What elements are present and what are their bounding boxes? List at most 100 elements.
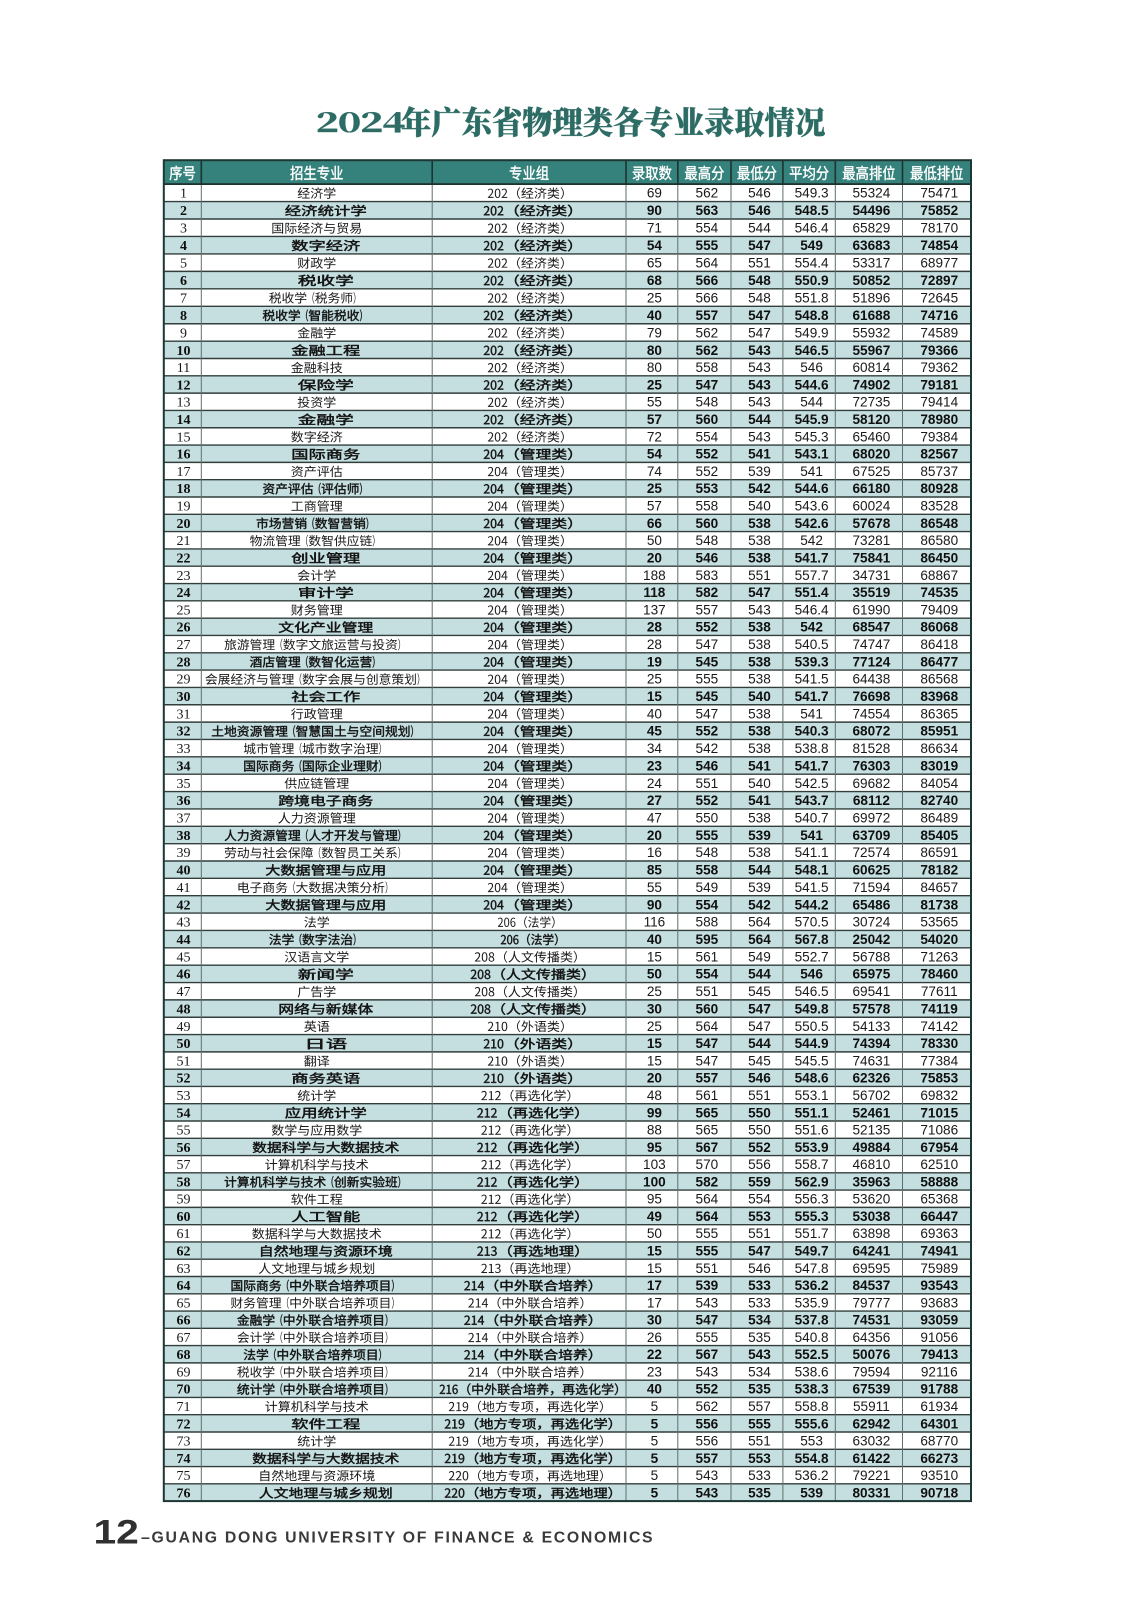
svg-text:53565: 53565: [920, 915, 958, 930]
svg-text:86365: 86365: [920, 706, 958, 721]
svg-text:550: 550: [748, 1105, 771, 1120]
svg-text:562: 562: [696, 343, 719, 358]
svg-text:551.4: 551.4: [795, 585, 829, 600]
svg-text:16: 16: [647, 845, 662, 860]
svg-text:546.5: 546.5: [795, 984, 829, 999]
svg-text:10: 10: [177, 344, 191, 359]
svg-text:5: 5: [651, 1451, 659, 1466]
svg-text:69: 69: [647, 186, 662, 201]
svg-text:66447: 66447: [920, 1209, 958, 1224]
svg-text:551: 551: [696, 1261, 719, 1276]
svg-text:62: 62: [177, 1244, 191, 1259]
svg-text:46: 46: [177, 968, 191, 983]
svg-text:554.8: 554.8: [795, 1451, 829, 1466]
svg-text:65829: 65829: [852, 221, 890, 236]
svg-text:86450: 86450: [920, 550, 958, 565]
svg-text:90: 90: [647, 897, 662, 912]
svg-text:555.6: 555.6: [795, 1416, 829, 1431]
svg-text:15: 15: [647, 1053, 662, 1068]
svg-text:5: 5: [180, 256, 187, 271]
svg-text:57578: 57578: [852, 1001, 890, 1016]
svg-text:50: 50: [647, 967, 662, 982]
svg-text:555: 555: [696, 672, 719, 687]
svg-text:553: 553: [748, 1451, 771, 1466]
svg-text:69972: 69972: [852, 810, 890, 825]
svg-text:99: 99: [647, 1105, 663, 1120]
svg-text:65368: 65368: [920, 1192, 958, 1207]
svg-text:52135: 52135: [852, 1123, 890, 1138]
svg-text:539: 539: [748, 464, 771, 479]
svg-text:32: 32: [177, 725, 191, 740]
svg-text:79594: 79594: [852, 1364, 890, 1379]
svg-text:541: 541: [800, 464, 823, 479]
svg-text:68: 68: [177, 1348, 191, 1363]
svg-text:76: 76: [177, 1486, 191, 1501]
svg-text:555: 555: [696, 238, 719, 253]
svg-text:76698: 76698: [852, 689, 890, 704]
svg-text:86068: 86068: [920, 620, 958, 635]
svg-text:556.3: 556.3: [795, 1192, 829, 1207]
svg-text:58120: 58120: [852, 412, 890, 427]
svg-text:15: 15: [177, 430, 191, 445]
svg-text:550.5: 550.5: [795, 1019, 829, 1034]
svg-text:564: 564: [748, 915, 771, 930]
svg-text:116: 116: [644, 915, 666, 930]
svg-text:40: 40: [647, 932, 662, 947]
svg-text:78980: 78980: [920, 412, 958, 427]
svg-text:53: 53: [177, 1089, 191, 1104]
svg-text:552: 552: [696, 464, 719, 479]
svg-text:56788: 56788: [852, 949, 890, 964]
svg-text:564: 564: [696, 1019, 719, 1034]
svg-text:67525: 67525: [852, 464, 890, 479]
svg-text:45: 45: [177, 950, 191, 965]
svg-text:93543: 93543: [920, 1278, 958, 1293]
svg-text:69: 69: [177, 1365, 191, 1380]
svg-text:28: 28: [647, 620, 663, 635]
svg-text:548: 548: [748, 290, 771, 305]
svg-text:83968: 83968: [920, 689, 958, 704]
svg-text:68547: 68547: [852, 620, 890, 635]
svg-text:544.6: 544.6: [795, 481, 829, 496]
svg-text:19: 19: [647, 654, 663, 669]
svg-text:74589: 74589: [920, 325, 958, 340]
svg-text:62942: 62942: [852, 1416, 890, 1431]
svg-text:25: 25: [177, 603, 191, 618]
svg-text:588: 588: [696, 915, 719, 930]
svg-text:60814: 60814: [852, 360, 890, 375]
svg-text:546: 546: [748, 1261, 771, 1276]
svg-text:540: 540: [748, 499, 771, 514]
svg-text:93683: 93683: [920, 1295, 958, 1310]
svg-text:556: 556: [696, 1416, 719, 1431]
svg-text:72645: 72645: [920, 290, 958, 305]
svg-text:61422: 61422: [852, 1451, 890, 1466]
svg-text:82740: 82740: [920, 793, 958, 808]
svg-text:8: 8: [180, 309, 187, 324]
svg-text:560: 560: [696, 516, 719, 531]
svg-text:548: 548: [696, 845, 719, 860]
svg-text:21: 21: [177, 534, 191, 549]
svg-text:558: 558: [696, 360, 719, 375]
svg-text:40: 40: [177, 864, 191, 879]
svg-text:82567: 82567: [920, 447, 958, 462]
svg-text:25: 25: [647, 377, 663, 392]
svg-text:57: 57: [647, 412, 662, 427]
svg-text:100: 100: [643, 1174, 666, 1189]
svg-text:75852: 75852: [920, 203, 958, 218]
svg-text:546: 546: [748, 1071, 771, 1086]
svg-text:538.8: 538.8: [795, 741, 829, 756]
svg-text:547: 547: [748, 1243, 771, 1258]
svg-text:543: 543: [748, 395, 771, 410]
svg-text:563: 563: [696, 203, 719, 218]
svg-text:69595: 69595: [852, 1261, 890, 1276]
svg-text:40: 40: [647, 308, 662, 323]
svg-text:4: 4: [180, 239, 187, 254]
svg-text:545.5: 545.5: [795, 1053, 829, 1068]
svg-text:551: 551: [748, 1434, 771, 1449]
svg-text:543: 543: [748, 429, 771, 444]
svg-text:64241: 64241: [852, 1243, 890, 1258]
svg-text:553: 553: [748, 1209, 771, 1224]
svg-text:543: 543: [696, 1468, 719, 1483]
svg-text:553: 553: [800, 1434, 823, 1449]
svg-text:26: 26: [177, 621, 191, 636]
svg-text:538: 538: [748, 620, 771, 635]
